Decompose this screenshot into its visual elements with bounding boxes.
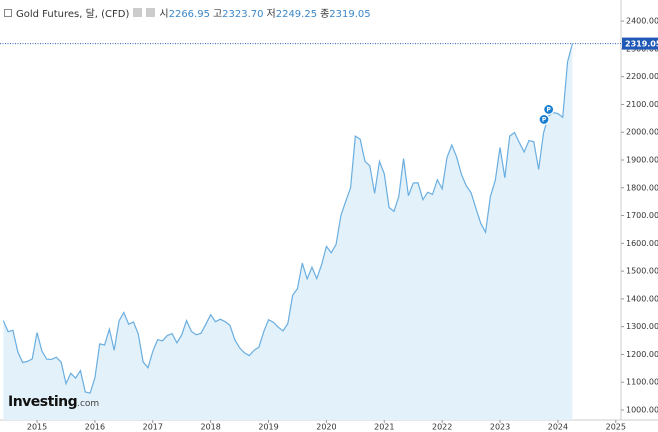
- header: Gold Futures, 달, (CFD) 시2266.95 고2323.70 저…: [4, 5, 374, 20]
- annotation-label: P: [542, 116, 547, 123]
- x-tick-label: 2016: [85, 423, 105, 432]
- area-fill: [3, 43, 573, 420]
- ohlc-value: 2249.25: [275, 9, 318, 20]
- y-tick-label: 2100.00: [626, 100, 658, 109]
- ohlc-value: 2323.70: [222, 9, 264, 20]
- y-tick-label: 1000.00: [626, 406, 658, 415]
- logo: Investing.com: [8, 394, 99, 410]
- y-tick-label: 2400.00: [626, 17, 658, 26]
- ohlc-name: 저: [266, 9, 276, 20]
- ohlc-name: 종: [320, 9, 330, 20]
- annotation-badge: [543, 103, 555, 116]
- ohlc-name: 고: [212, 9, 223, 20]
- annotation-label: P: [546, 106, 551, 113]
- ohlc-name: 시: [159, 9, 169, 20]
- y-tick-label: 1700.00: [626, 211, 658, 220]
- y-tick-label: 1200.00: [626, 350, 658, 359]
- annotation-badge: [538, 113, 550, 126]
- x-tick-label: 2015: [27, 423, 47, 432]
- ohlc: 시2266.95 고2323.70 저2249.25 종2319.05: [159, 5, 373, 20]
- x-tick-label: 2020: [316, 423, 336, 432]
- y-tick-label: 1900.00: [626, 156, 658, 165]
- annotation: P: [538, 113, 550, 126]
- ohlc-value: 2266.95: [168, 9, 210, 20]
- y-tick-label: 1600.00: [626, 239, 658, 248]
- x-tick-label: 2024: [548, 423, 568, 432]
- annotation: P: [543, 103, 555, 116]
- y-tick-label: 1800.00: [626, 183, 658, 192]
- y-tick-label: 1100.00: [626, 378, 658, 387]
- chart-title: Gold Futures, 달, (CFD): [16, 9, 130, 20]
- logo-name: Investing: [8, 394, 78, 410]
- x-tick-label: 2022: [432, 423, 452, 432]
- y-tick-label: 1400.00: [626, 294, 658, 303]
- last-price-label: 2319.05: [625, 40, 658, 49]
- y-tick-label: 2000.00: [626, 128, 658, 137]
- ohlc-value: 2319.05: [329, 9, 371, 20]
- y-tick-label: 1500.00: [626, 267, 658, 276]
- last-price-box: [622, 37, 658, 50]
- y-tick-label: 2200.00: [626, 72, 658, 81]
- x-tick-label: 2018: [200, 423, 220, 432]
- x-tick-label: 2019: [258, 423, 278, 432]
- logo-suffix: .com: [77, 399, 100, 409]
- collapse-icon[interactable]: [4, 8, 12, 17]
- x-tick-label: 2025: [606, 423, 626, 432]
- x-tick-label: 2023: [490, 423, 510, 432]
- settings-icon[interactable]: [133, 8, 143, 17]
- price-line: [2, 43, 573, 394]
- x-tick-label: 2017: [143, 423, 163, 432]
- x-tick-label: 2021: [374, 423, 394, 432]
- close-icon[interactable]: [146, 8, 156, 17]
- y-tick-label: 1300.00: [626, 322, 658, 331]
